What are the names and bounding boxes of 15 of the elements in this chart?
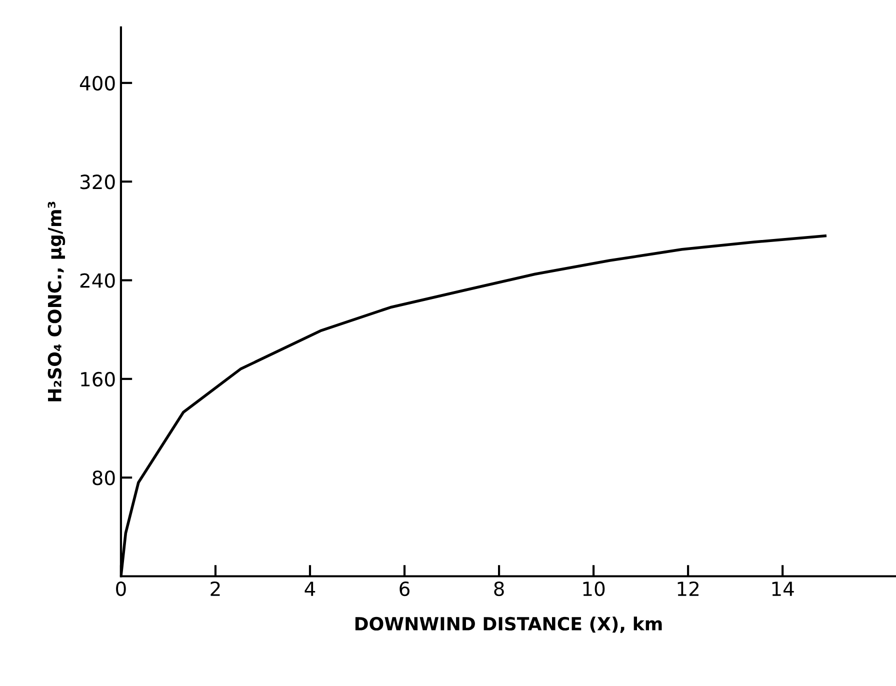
y-tick-label: 160: [81, 372, 115, 387]
x-tick-label: 4: [304, 582, 316, 596]
x-tick-label: 14: [772, 582, 794, 596]
x-tick-label: 0: [116, 581, 126, 596]
x-tick-label: 12: [678, 581, 698, 596]
x-tick-label: 6: [400, 581, 410, 596]
y-tick-label: 240: [80, 273, 115, 288]
x-tick-label: 2: [210, 581, 220, 596]
x-tick-label: 10: [583, 581, 605, 596]
y-tick-label: 320: [80, 174, 115, 190]
x-axis-title: DOWNWIND DISTANCE (X), km: [355, 616, 662, 633]
y-tick-label: 80: [92, 470, 115, 486]
y-axis-title: H₂SO₄ CONC., µg/m³: [48, 202, 66, 402]
y-tick-label: 400: [80, 76, 115, 91]
x-tick-label: 8: [494, 581, 504, 596]
